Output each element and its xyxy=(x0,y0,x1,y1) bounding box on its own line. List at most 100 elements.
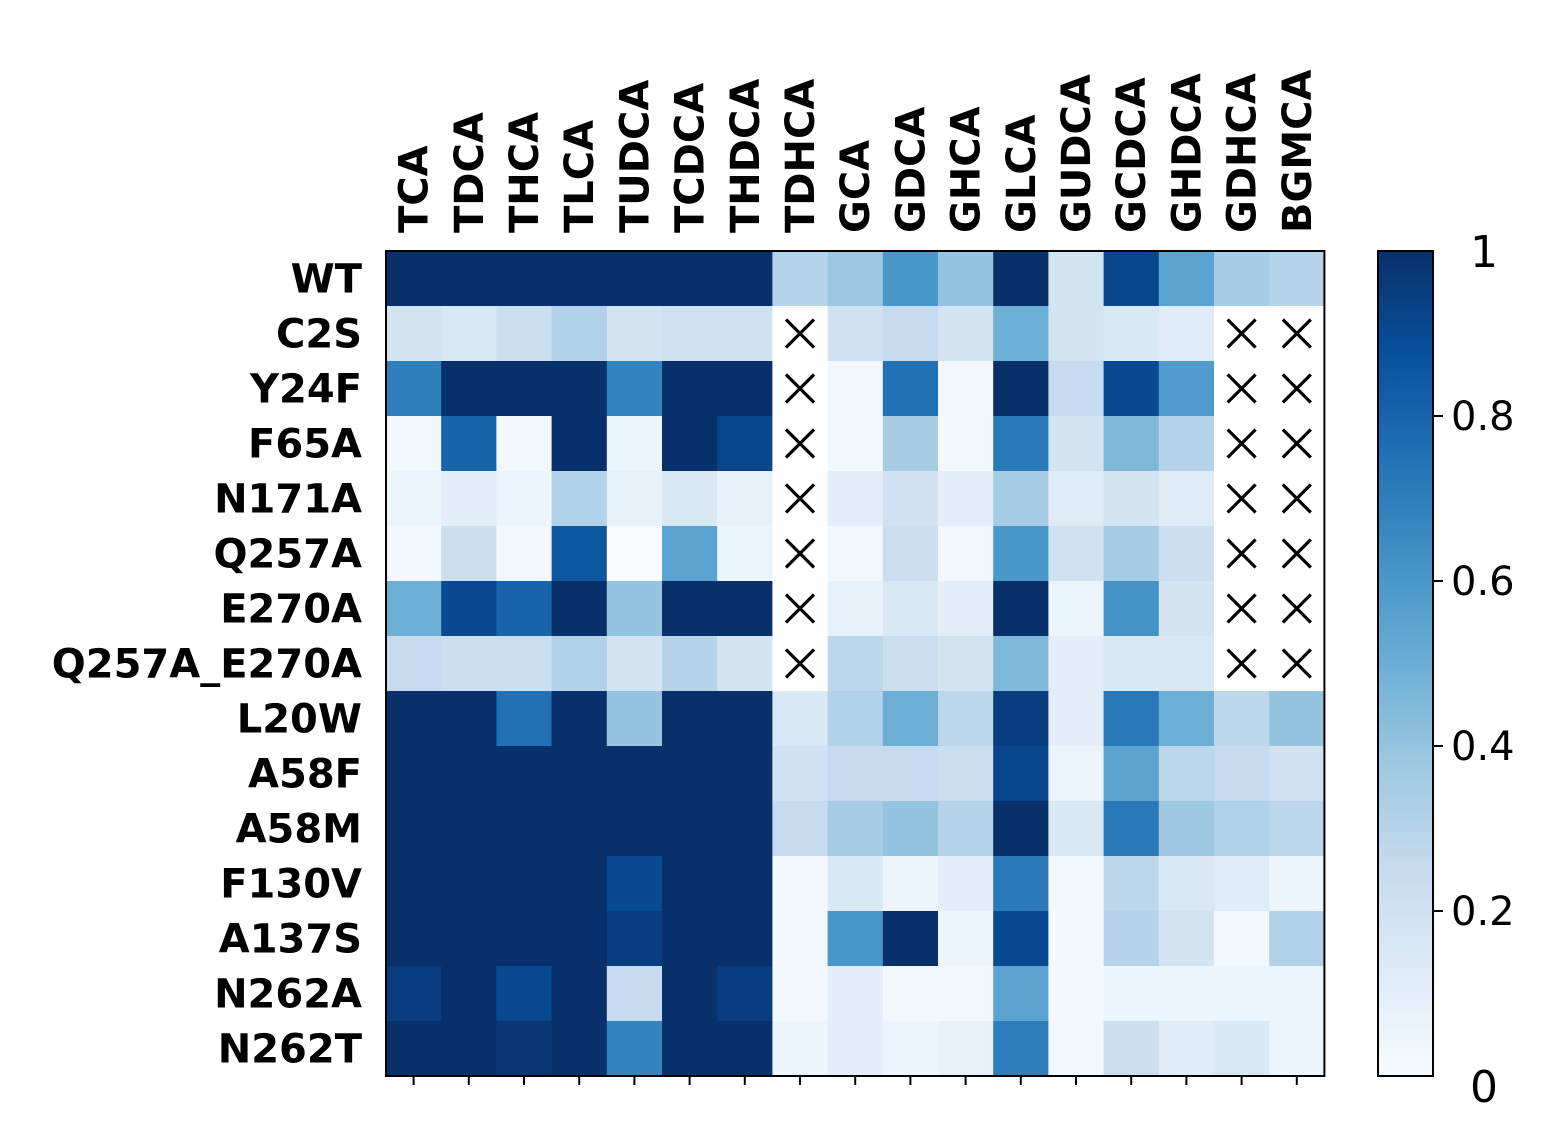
heatmap-cell xyxy=(1158,746,1215,802)
heatmap-cell xyxy=(827,361,884,417)
heatmap-cell xyxy=(772,251,829,307)
heatmap-cell xyxy=(606,526,663,582)
heatmap-cell xyxy=(882,416,939,472)
column-label: TDHCA xyxy=(778,79,824,233)
heatmap-cell xyxy=(993,911,1049,967)
heatmap-cell xyxy=(1103,691,1160,747)
heatmap-cell xyxy=(938,416,994,472)
heatmap-cell xyxy=(717,1021,773,1077)
heatmap-cell xyxy=(993,966,1049,1022)
heatmap-cell xyxy=(827,306,884,362)
missing-x-mark xyxy=(1281,538,1312,569)
row-label: N262A xyxy=(214,972,362,1018)
heatmap-cell xyxy=(882,801,939,857)
heatmap-cell xyxy=(1048,416,1105,472)
heatmap-cell xyxy=(772,911,829,967)
heatmap-cell xyxy=(1103,856,1160,912)
heatmap-cell xyxy=(386,581,442,637)
column-labels: TCA TDCA THCA TLCA TUDCA TCDCA THDCA TDHCA GCA GD… xyxy=(392,70,1321,233)
heatmap-cell xyxy=(827,966,884,1022)
heatmap-cell xyxy=(993,526,1049,582)
heatmap-cell xyxy=(938,801,994,857)
colorbar-tick-label: 0.8 xyxy=(1451,394,1515,440)
heatmap-cell xyxy=(993,746,1049,802)
heatmap-cell xyxy=(1048,856,1105,912)
heatmap-cell xyxy=(938,691,994,747)
heatmap-cell xyxy=(1103,966,1160,1022)
heatmap-cell xyxy=(717,856,773,912)
heatmap-cell xyxy=(496,471,553,527)
heatmap-cell xyxy=(386,801,442,857)
heatmap-cell xyxy=(386,306,442,362)
heatmap-cell xyxy=(441,471,497,527)
heatmap-cell xyxy=(938,251,994,307)
missing-x-mark xyxy=(1281,593,1312,624)
heatmap-cell xyxy=(441,306,497,362)
row-label: N262T xyxy=(218,1027,363,1073)
heatmap-cell xyxy=(1048,581,1105,637)
heatmap-cell xyxy=(882,1021,939,1077)
heatmap-cell xyxy=(1103,306,1160,362)
heatmap-cell xyxy=(1269,801,1325,857)
heatmap-cell xyxy=(386,471,442,527)
colorbar-tick-label: 0.2 xyxy=(1451,889,1515,935)
heatmap-cell xyxy=(1103,636,1160,692)
column-label: THCA xyxy=(502,112,548,233)
heatmap-cell xyxy=(386,416,442,472)
missing-x-mark xyxy=(1281,428,1312,459)
heatmap-cell xyxy=(1158,306,1215,362)
heatmap-cell xyxy=(441,856,497,912)
heatmap-cell xyxy=(606,251,663,307)
heatmap-cell xyxy=(1048,306,1105,362)
colorbar-ticks: 0.2 0.4 0.6 0.8 xyxy=(1433,394,1515,935)
row-labels: WT C2S Y24F F65A N171A Q257A E270A Q257A_E270A L… xyxy=(52,257,363,1073)
heatmap-cell xyxy=(441,581,497,637)
heatmap-cell xyxy=(938,1021,994,1077)
heatmap-cell xyxy=(827,636,884,692)
heatmap-cell xyxy=(938,746,994,802)
row-label: Y24F xyxy=(249,367,362,413)
heatmap-cell xyxy=(827,581,884,637)
heatmap-cell xyxy=(386,1021,442,1077)
heatmap-cell xyxy=(1214,856,1270,912)
heatmap-cell xyxy=(551,306,608,362)
heatmap-cell xyxy=(827,471,884,527)
heatmap-cell xyxy=(827,856,884,912)
heatmap-cell xyxy=(606,801,663,857)
heatmap-cell xyxy=(993,306,1049,362)
heatmap-cell xyxy=(662,911,718,967)
heatmap-cell xyxy=(606,856,663,912)
heatmap-cell xyxy=(662,746,718,802)
heatmap-cell xyxy=(1048,636,1105,692)
column-label: TCDCA xyxy=(668,83,714,233)
heatmap-cell xyxy=(938,361,994,417)
heatmap-cell xyxy=(1048,1021,1105,1077)
heatmap-cell xyxy=(993,361,1049,417)
heatmap-cell xyxy=(496,1021,553,1077)
heatmap-cell xyxy=(386,746,442,802)
heatmap-cell xyxy=(1158,911,1215,967)
heatmap-cell xyxy=(606,691,663,747)
heatmap-cell xyxy=(882,526,939,582)
column-label: GCDCA xyxy=(1109,77,1155,233)
heatmap-cell xyxy=(606,361,663,417)
missing-x-mark xyxy=(1226,318,1257,349)
heatmap-cell xyxy=(882,966,939,1022)
heatmap-cell xyxy=(441,526,497,582)
heatmap-cell xyxy=(606,636,663,692)
heatmap-cell xyxy=(1214,691,1270,747)
colorbar-tick-label: 0.4 xyxy=(1451,724,1515,770)
heatmap-cell xyxy=(496,966,553,1022)
heatmap-cell xyxy=(938,856,994,912)
column-label: TUDCA xyxy=(612,80,658,233)
heatmap-cell xyxy=(662,966,718,1022)
heatmap-cell xyxy=(386,966,442,1022)
heatmap-cell xyxy=(993,636,1049,692)
column-label: BGMCA xyxy=(1275,70,1321,233)
heatmap-cell xyxy=(717,306,773,362)
heatmap-cell xyxy=(1048,526,1105,582)
heatmap-cell xyxy=(938,581,994,637)
heatmap-cell xyxy=(993,416,1049,472)
heatmap-cell xyxy=(827,416,884,472)
